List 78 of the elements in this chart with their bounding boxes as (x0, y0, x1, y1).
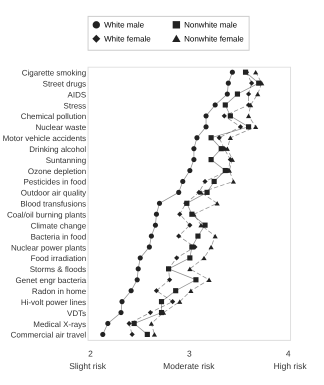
x-tick-label: 3 (186, 348, 192, 358)
point (216, 135, 222, 140)
point (249, 80, 254, 86)
point (202, 178, 208, 184)
point (138, 255, 143, 261)
point (176, 234, 182, 239)
point (208, 135, 214, 140)
point (176, 190, 182, 195)
text: Slight risk (69, 361, 107, 372)
point (173, 288, 178, 294)
point (154, 212, 160, 217)
point (100, 332, 106, 337)
point (180, 178, 186, 184)
point (212, 102, 218, 108)
point (156, 200, 162, 206)
point (212, 178, 217, 184)
point (195, 234, 201, 239)
point (130, 332, 135, 337)
point (146, 244, 152, 250)
point (118, 310, 124, 316)
point (255, 92, 260, 96)
text: High risk (274, 361, 308, 372)
point (174, 255, 180, 261)
point (230, 179, 236, 184)
point (119, 299, 125, 304)
point (136, 266, 141, 272)
point (158, 299, 164, 304)
point (187, 266, 192, 272)
point (224, 91, 230, 97)
point (134, 277, 140, 282)
x-tick-label: 2 (88, 348, 94, 358)
point (203, 113, 209, 118)
point (177, 212, 182, 217)
point (208, 157, 214, 162)
point (152, 332, 157, 337)
point (253, 70, 258, 74)
text: Moderate risk (163, 361, 216, 372)
point (191, 146, 196, 152)
x-tick-label: 4 (286, 348, 291, 358)
point (203, 124, 209, 130)
point (224, 146, 230, 151)
point (193, 277, 199, 282)
point (167, 277, 172, 282)
point (214, 201, 220, 206)
point (188, 288, 194, 293)
point (212, 234, 218, 238)
point (128, 288, 134, 294)
point (238, 124, 244, 130)
point (206, 278, 212, 282)
point (228, 113, 233, 118)
point (191, 157, 196, 162)
point (170, 299, 176, 304)
point (228, 136, 233, 140)
point (105, 320, 110, 326)
point (187, 255, 192, 261)
point (234, 91, 240, 97)
point (222, 102, 228, 108)
point (148, 234, 154, 239)
point (187, 168, 192, 174)
point (246, 124, 252, 130)
point (222, 113, 227, 118)
point (194, 135, 200, 140)
point (132, 320, 137, 326)
point (204, 190, 210, 195)
point (246, 91, 252, 97)
point (152, 222, 158, 228)
point (144, 332, 150, 337)
point (177, 299, 182, 304)
point (230, 70, 235, 75)
point (226, 80, 231, 86)
point (154, 288, 160, 294)
point (246, 114, 252, 118)
point (187, 222, 192, 228)
point (148, 310, 153, 316)
point (253, 124, 258, 130)
point (202, 222, 208, 228)
point (126, 320, 132, 326)
point (201, 256, 207, 260)
